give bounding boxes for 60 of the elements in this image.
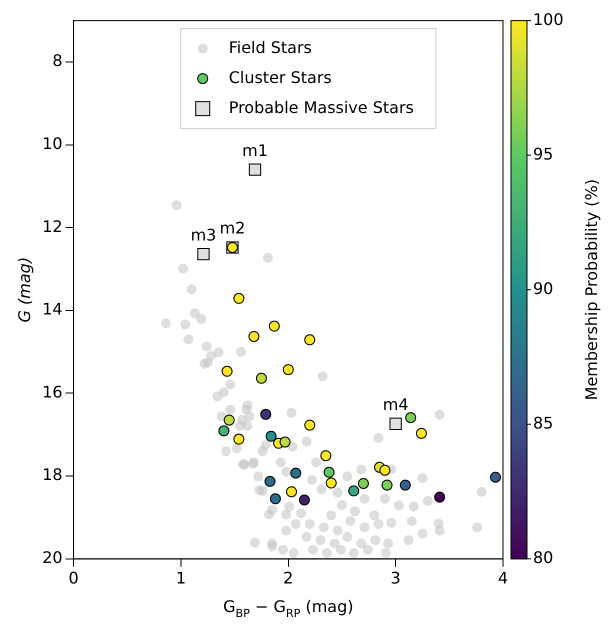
point [222, 366, 233, 377]
x-tick-label: 2 [283, 568, 294, 588]
point [304, 420, 316, 431]
x-tick-label: 1 [176, 568, 186, 588]
point [290, 468, 302, 479]
point [260, 408, 272, 420]
annotation: m1 [242, 140, 268, 160]
point [434, 492, 446, 503]
legend-label: Field Stars [228, 38, 312, 57]
annotation: m2 [220, 218, 246, 238]
x-tick-label: 3 [390, 568, 401, 588]
point [248, 163, 262, 176]
y-tick-label: 8 [52, 51, 63, 70]
point [268, 320, 280, 332]
point [382, 480, 393, 491]
point [256, 372, 267, 384]
color-bar-title: Membership Probability (%) [582, 179, 602, 400]
color-bar-label: 80 [533, 548, 554, 567]
point [400, 480, 411, 491]
point [248, 330, 260, 342]
point [224, 414, 235, 426]
point [389, 418, 402, 430]
point [233, 292, 244, 304]
point [326, 478, 337, 489]
point [270, 493, 281, 504]
point [286, 486, 297, 498]
point [264, 476, 276, 487]
point [490, 472, 501, 483]
point [358, 478, 369, 489]
legend-label: Probable Massive Stars [228, 98, 414, 117]
x-tick-label: 4 [498, 568, 508, 588]
point [348, 485, 360, 496]
point [197, 248, 210, 260]
legend-label: Cluster Stars [228, 68, 332, 87]
color-bar-label: 85 [533, 413, 554, 432]
color-bar-label: 100 [533, 10, 564, 29]
point [405, 412, 416, 424]
point [233, 434, 244, 445]
y-tick-label: 20 [42, 548, 63, 567]
point [218, 425, 230, 436]
point [298, 494, 310, 506]
x-tick-label: 0 [68, 568, 79, 588]
color-bar-label: 95 [533, 144, 554, 164]
point [280, 436, 291, 448]
point [324, 466, 335, 478]
point [379, 464, 390, 476]
y-tick-label: 14 [42, 300, 63, 319]
y-tick-label: 18 [42, 465, 63, 484]
y-tick-label: 10 [42, 134, 63, 153]
point [320, 450, 332, 462]
point [282, 364, 294, 376]
color-bar-label: 90 [533, 278, 554, 298]
point [416, 428, 427, 439]
annotation: m4 [382, 394, 409, 414]
point [266, 430, 277, 442]
y-tick-label: 12 [42, 216, 63, 236]
y-axis-title: G (mag) [14, 256, 34, 322]
point [304, 334, 316, 346]
annotation: m3 [190, 225, 216, 244]
y-tick-label: 16 [42, 382, 63, 402]
